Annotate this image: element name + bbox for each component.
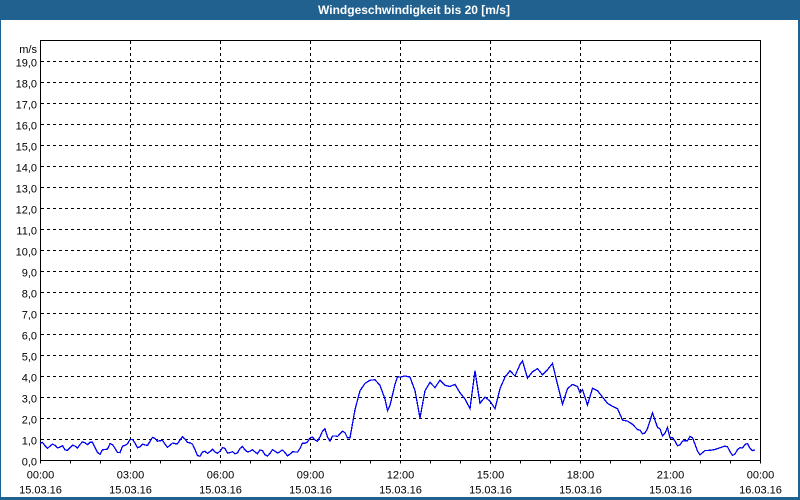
- svg-text:15:00: 15:00: [477, 470, 505, 482]
- svg-text:14,0: 14,0: [16, 163, 37, 175]
- svg-text:18:00: 18:00: [567, 470, 595, 482]
- svg-text:03:00: 03:00: [117, 470, 145, 482]
- svg-text:12,0: 12,0: [16, 205, 37, 217]
- svg-text:15.03.16: 15.03.16: [19, 485, 62, 497]
- svg-text:19,0: 19,0: [16, 58, 37, 70]
- svg-text:13,0: 13,0: [16, 184, 37, 196]
- svg-text:0,0: 0,0: [22, 457, 37, 469]
- svg-text:6,0: 6,0: [22, 331, 37, 343]
- svg-text:2,0: 2,0: [22, 415, 37, 427]
- svg-text:00:00: 00:00: [747, 470, 775, 482]
- svg-text:11,0: 11,0: [16, 226, 37, 238]
- svg-text:21:00: 21:00: [657, 470, 685, 482]
- svg-text:1,0: 1,0: [22, 436, 37, 448]
- svg-text:3,0: 3,0: [22, 394, 37, 406]
- svg-text:15,0: 15,0: [16, 142, 37, 154]
- svg-text:15.03.16: 15.03.16: [469, 485, 512, 497]
- svg-text:06:00: 06:00: [207, 470, 235, 482]
- svg-text:8,0: 8,0: [22, 289, 37, 301]
- svg-text:15.03.16: 15.03.16: [649, 485, 692, 497]
- svg-text:15.03.16: 15.03.16: [289, 485, 332, 497]
- svg-text:12:00: 12:00: [387, 470, 415, 482]
- svg-text:16.03.16: 16.03.16: [739, 485, 782, 497]
- svg-text:9,0: 9,0: [22, 268, 37, 280]
- svg-text:4,0: 4,0: [22, 373, 37, 385]
- svg-text:m/s: m/s: [19, 44, 37, 56]
- svg-text:09:00: 09:00: [297, 470, 325, 482]
- svg-text:15.03.16: 15.03.16: [109, 485, 152, 497]
- svg-text:7,0: 7,0: [22, 310, 37, 322]
- svg-text:5,0: 5,0: [22, 352, 37, 364]
- svg-text:15.03.16: 15.03.16: [559, 485, 602, 497]
- svg-text:10,0: 10,0: [16, 247, 37, 259]
- svg-text:15.03.16: 15.03.16: [199, 485, 242, 497]
- svg-text:17,0: 17,0: [16, 100, 37, 112]
- svg-text:16,0: 16,0: [16, 121, 37, 133]
- svg-text:00:00: 00:00: [27, 470, 55, 482]
- svg-text:15.03.16: 15.03.16: [379, 485, 422, 497]
- svg-text:18,0: 18,0: [16, 79, 37, 91]
